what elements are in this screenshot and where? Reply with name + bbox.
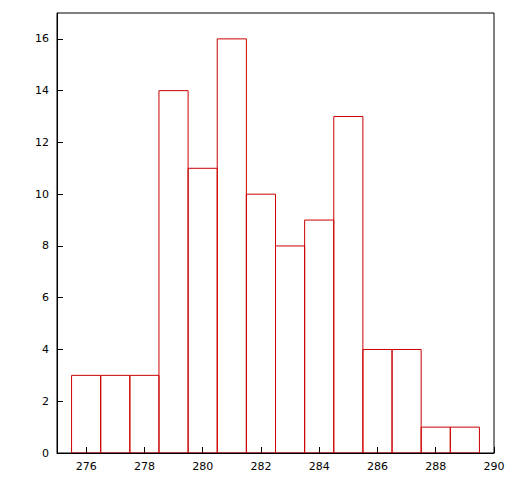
svg-text:16: 16 xyxy=(35,32,49,45)
svg-text:4: 4 xyxy=(42,343,49,356)
svg-text:278: 278 xyxy=(134,460,155,473)
svg-text:10: 10 xyxy=(35,188,49,201)
svg-text:6: 6 xyxy=(42,291,49,304)
svg-text:0: 0 xyxy=(42,447,49,460)
svg-text:282: 282 xyxy=(250,460,271,473)
svg-text:288: 288 xyxy=(425,460,446,473)
svg-text:2: 2 xyxy=(42,395,49,408)
svg-text:280: 280 xyxy=(192,460,213,473)
svg-text:286: 286 xyxy=(367,460,388,473)
svg-text:284: 284 xyxy=(309,460,330,473)
svg-text:276: 276 xyxy=(76,460,97,473)
svg-text:12: 12 xyxy=(35,136,49,149)
svg-text:290: 290 xyxy=(484,460,505,473)
svg-text:8: 8 xyxy=(42,239,49,252)
svg-text:14: 14 xyxy=(35,84,49,97)
